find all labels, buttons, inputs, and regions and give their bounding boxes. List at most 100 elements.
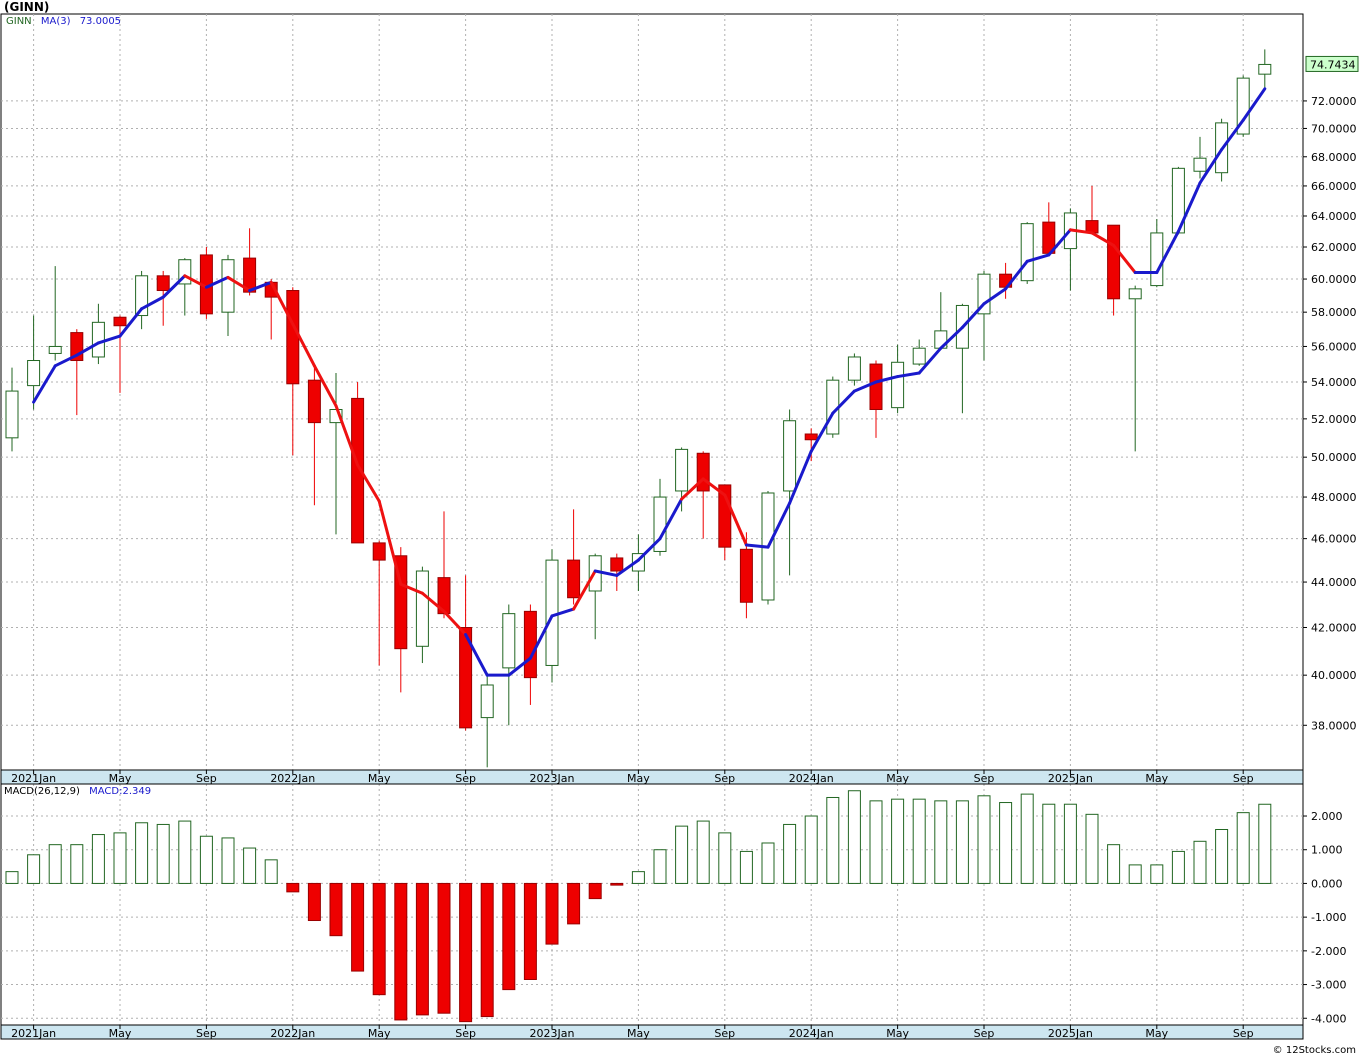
candle-body [977, 273, 991, 315]
macd-bar [610, 882, 624, 886]
macd-bar [718, 832, 732, 884]
macd-bar [199, 835, 213, 884]
candle [5, 367, 19, 452]
candle-body [1236, 77, 1250, 135]
macd-time-label: May [368, 1027, 391, 1040]
price-time-label: 2023Jan [530, 772, 575, 785]
candle [1128, 285, 1142, 452]
macd-bar [307, 882, 321, 922]
candle-body [48, 345, 62, 354]
macd-time-label: Sep [714, 1027, 735, 1040]
macd-bar [934, 800, 948, 884]
ma-segment [1112, 243, 1137, 275]
ma-segment [680, 477, 705, 501]
price-tick-label: 48.0000 [1311, 491, 1357, 504]
ma-segment [161, 274, 187, 299]
candle-body [653, 496, 667, 552]
price-tick-label: 66.0000 [1311, 180, 1357, 193]
ma-segment [226, 275, 252, 293]
price-time-label: 2022Jan [270, 772, 315, 785]
candle [91, 303, 105, 365]
macd-bar [351, 882, 365, 972]
price-time-label: 2021Jan [11, 772, 56, 785]
price-time-label: Sep [974, 772, 995, 785]
candle-body [113, 316, 127, 327]
price-time-axis [0, 769, 1304, 785]
candle-body [437, 577, 451, 615]
ma-segment [204, 275, 230, 289]
macd-bar [264, 859, 278, 884]
macd-time-label: 2021Jan [11, 1027, 56, 1040]
candle-body [545, 559, 559, 666]
ma-segment [528, 614, 554, 660]
candle [307, 364, 321, 506]
macd-bar [847, 790, 861, 884]
ma-segment [32, 364, 57, 404]
price-tick-label: 64.0000 [1311, 210, 1357, 223]
ma-segment [615, 558, 640, 577]
ma-segment [53, 353, 79, 368]
ma-segment [939, 325, 964, 350]
ma-segment [658, 497, 684, 541]
ma-segment [183, 274, 208, 289]
ma-segment [572, 569, 597, 611]
price-grid [0, 13, 1304, 771]
macd-bar [1085, 813, 1099, 884]
candle [891, 344, 905, 414]
price-tick-label: 38.0000 [1311, 719, 1357, 732]
ma-segment [1025, 253, 1051, 263]
price-time-label: May [109, 772, 132, 785]
candle [869, 360, 883, 438]
ma-segment [896, 371, 921, 379]
macd-bar [156, 823, 170, 884]
ma-segment [140, 295, 165, 311]
macd-time-label: May [1145, 1027, 1168, 1040]
price-time-label: 2025Jan [1048, 772, 1093, 785]
macd-bar [804, 815, 818, 884]
candle-body [675, 448, 689, 492]
ma-segment [399, 582, 424, 595]
legend-macd-value: MACD:2.349 [89, 786, 152, 797]
macd-bar [415, 882, 429, 1016]
macd-bar [1215, 829, 1229, 884]
macd-bar [696, 820, 710, 884]
candle-body [459, 627, 473, 729]
candle [912, 339, 926, 366]
macd-bar [329, 882, 343, 937]
macd-bar [243, 847, 257, 884]
candle-body [1020, 223, 1034, 282]
price-tick-label: 62.0000 [1311, 241, 1357, 254]
candle-body [156, 275, 170, 292]
legend-symbol: GINN [6, 16, 32, 27]
macd-bar [437, 882, 451, 1014]
chart-title: (GINN) [4, 0, 50, 14]
macd-time-label: 2024Jan [789, 1027, 834, 1040]
macd-bar [955, 800, 969, 884]
macd-bar [5, 871, 19, 884]
ma-segment [1220, 118, 1245, 152]
macd-bar [27, 854, 41, 884]
macd-bar [1193, 840, 1207, 884]
ma-segment [1241, 87, 1267, 122]
price-tick-label: 44.0000 [1311, 576, 1357, 589]
macd-time-label: Sep [455, 1027, 476, 1040]
ma-segment [744, 543, 770, 549]
macd-bar [394, 882, 408, 1021]
macd-bar [480, 882, 494, 1018]
macd-bar [523, 882, 537, 980]
candle-body [91, 321, 105, 358]
macd-bar [1042, 803, 1056, 884]
price-time-label: 2024Jan [789, 772, 834, 785]
ma-segment [507, 656, 532, 677]
ma-segment [334, 404, 360, 467]
macd-bar [502, 882, 516, 991]
candle [804, 428, 818, 462]
ma-segment [1176, 181, 1202, 233]
ma-segment [636, 537, 662, 562]
macd-bar [912, 798, 926, 884]
candle-body [27, 360, 41, 387]
candle-body [610, 557, 624, 572]
price-tick-label: 54.0000 [1311, 376, 1357, 389]
macd-time-label: May [627, 1027, 650, 1040]
